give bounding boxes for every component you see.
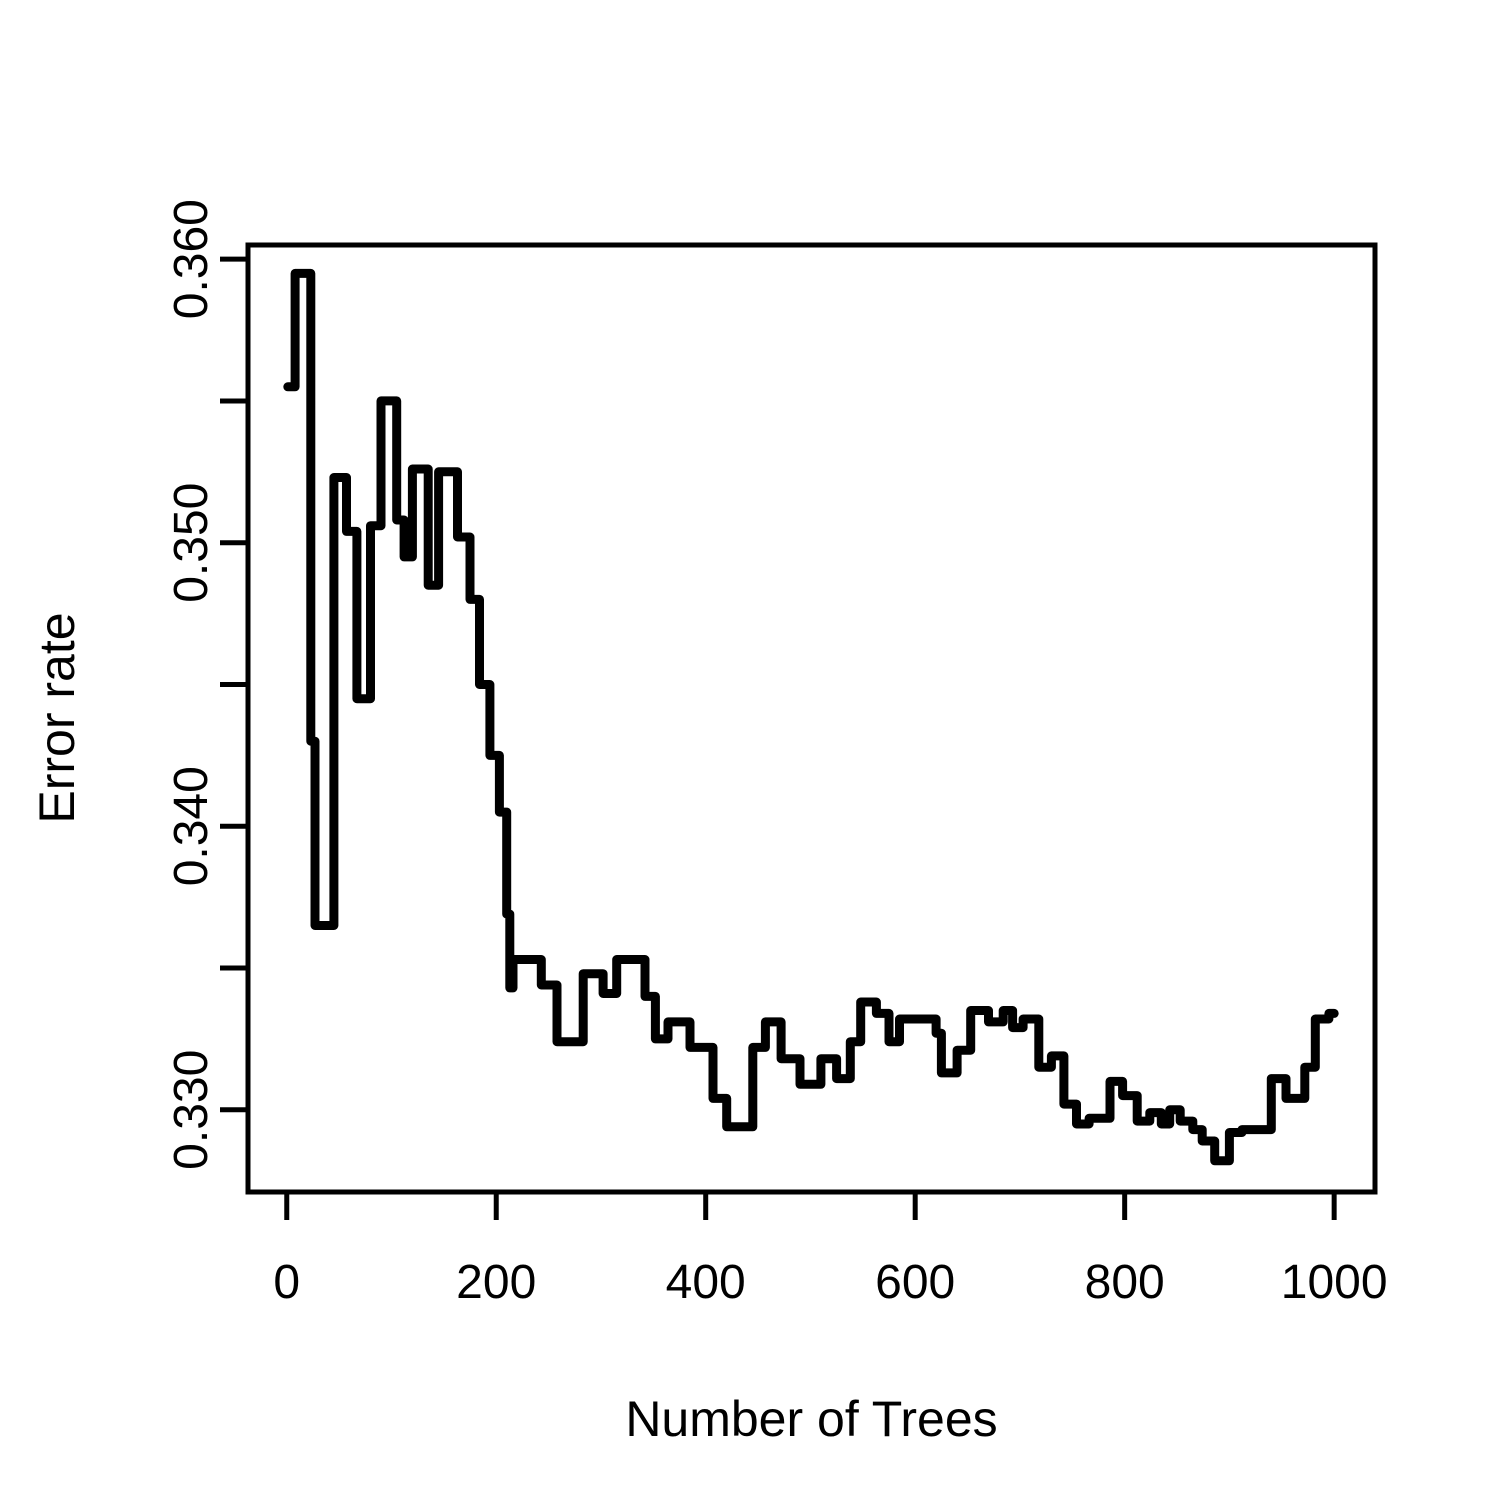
x-axis-tick-label: 1000: [1281, 1256, 1388, 1309]
plot-box: [245, 242, 1378, 1195]
x-axis-title: Number of Trees: [625, 1391, 998, 1447]
x-axis-tick-label: 400: [666, 1256, 746, 1309]
y-axis-tick-label: 0.340: [165, 766, 218, 886]
y-axis-tick-label: 0.330: [165, 1050, 218, 1170]
y-axis-tick-label: 0.360: [165, 199, 218, 319]
x-axis-tick-label: 200: [456, 1256, 536, 1309]
error-rate-curve: [283, 268, 1339, 1166]
y-axis-title: Error rate: [29, 612, 85, 824]
y-axis-tick-label: 0.350: [165, 483, 218, 603]
x-axis-tick-label: 800: [1085, 1256, 1165, 1309]
x-axis-tick-label: 0: [273, 1256, 300, 1309]
x-axis-tick-label: 600: [875, 1256, 955, 1309]
